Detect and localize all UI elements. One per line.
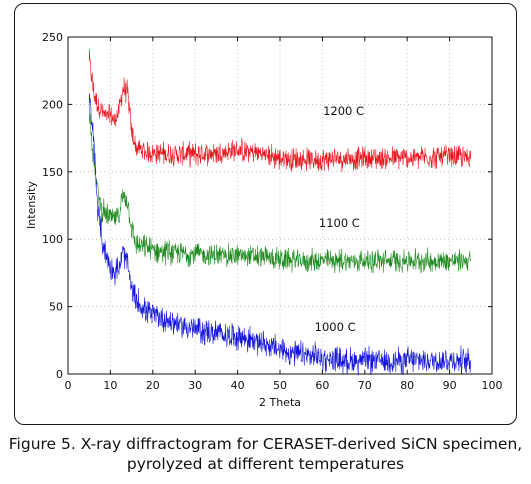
xrd-chart: 0 10 20 30 40 50 60 70 80 90 100 0 50 100 150 200 250 12… bbox=[25, 31, 503, 409]
y-tick-label: 200 bbox=[42, 98, 63, 111]
series-label-1000-c: 1000 C bbox=[315, 320, 356, 334]
series-layer bbox=[88, 49, 472, 376]
y-axis-title: Intensity bbox=[25, 181, 38, 229]
x-tick-label: 60 bbox=[315, 379, 329, 392]
x-tick-label: 50 bbox=[273, 379, 287, 392]
tick-layer: 0 10 20 30 40 50 60 70 80 90 100 0 50 100 150 200 250 bbox=[42, 31, 503, 392]
x-tick-label: 90 bbox=[443, 379, 457, 392]
x-tick-label: 30 bbox=[188, 379, 202, 392]
x-tick-label: 100 bbox=[482, 379, 503, 392]
caption-line-1: Figure 5. X-ray diffractogram for CERASE… bbox=[8, 435, 523, 453]
annotation-layer: 1200 C 1100 C 1000 C bbox=[315, 104, 364, 334]
x-tick-label: 80 bbox=[400, 379, 414, 392]
y-tick-label: 100 bbox=[42, 233, 63, 246]
x-axis-title: 2 Theta bbox=[259, 396, 301, 409]
x-tick-label: 40 bbox=[231, 379, 245, 392]
x-tick-label: 0 bbox=[65, 379, 72, 392]
y-tick-label: 250 bbox=[42, 31, 63, 44]
series-label-1200-c: 1200 C bbox=[323, 104, 364, 118]
x-tick-label: 70 bbox=[358, 379, 372, 392]
x-tick-label: 20 bbox=[146, 379, 160, 392]
series-line-1000-c bbox=[88, 93, 472, 376]
figure-caption: Figure 5. X-ray diffractogram for CERASE… bbox=[0, 434, 531, 474]
x-tick-label: 10 bbox=[103, 379, 117, 392]
grid-layer bbox=[68, 37, 492, 374]
series-label-1100-c: 1100 C bbox=[319, 216, 360, 230]
series-line-1100-c bbox=[88, 98, 472, 274]
caption-line-2: pyrolyzed at different temperatures bbox=[126, 455, 405, 473]
y-tick-label: 0 bbox=[56, 368, 63, 381]
y-tick-label: 150 bbox=[42, 166, 63, 179]
series-line-1200-c bbox=[88, 49, 472, 173]
y-tick-label: 50 bbox=[49, 301, 63, 314]
